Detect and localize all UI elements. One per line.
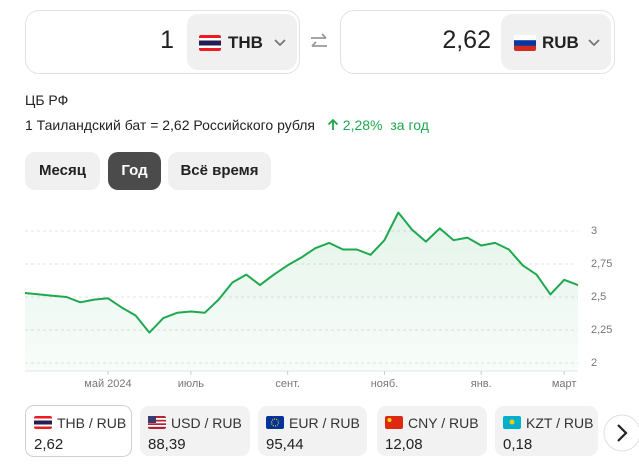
y-tick-label: 2 xyxy=(591,357,597,369)
area xyxy=(25,212,578,371)
pair-label: CNY / RUB xyxy=(408,415,479,431)
flag-th xyxy=(199,35,221,51)
pair-label: USD / RUB xyxy=(171,415,242,431)
chevron xyxy=(274,39,286,47)
pair-chip[interactable]: THB / RUB 2,62 xyxy=(25,405,132,457)
line xyxy=(24,211,579,334)
flag-us xyxy=(148,416,166,429)
from-amount[interactable]: 1 xyxy=(160,26,174,54)
change-percent: 2,28% xyxy=(342,117,383,133)
from-code: THB xyxy=(228,33,263,52)
to-code: RUB xyxy=(542,33,579,52)
period-button[interactable]: Всё время xyxy=(168,152,271,190)
pair-chip[interactable]: USD / RUB 88,39 xyxy=(140,406,250,456)
x-tick-label: июль xyxy=(178,378,205,390)
flag-kz xyxy=(503,416,521,429)
pair-value: 95,44 xyxy=(266,436,304,453)
y-tick-label: 2,5 xyxy=(591,291,606,303)
y-tick-label: 2,25 xyxy=(591,324,612,336)
y-tick-label: 3 xyxy=(591,225,597,237)
x-tick-label: янв. xyxy=(471,378,492,390)
pair-label: EUR / RUB xyxy=(289,415,360,431)
period-button[interactable]: Год xyxy=(108,152,161,190)
x-tick-label: нояб. xyxy=(371,378,399,390)
pair-chip[interactable]: CNY / RUB 12,08 xyxy=(377,406,487,456)
to-amount[interactable]: 2,62 xyxy=(442,26,491,54)
from-currency[interactable]: THB xyxy=(187,14,297,70)
rate-text: 1 Таиландский бат = 2,62 Российского руб… xyxy=(25,117,316,133)
rate-line: 1 Таиландский бат = 2,62 Российского руб… xyxy=(25,117,429,133)
from-box[interactable]: 1 THB xyxy=(25,10,300,74)
to-box[interactable]: 2,62 RUB xyxy=(340,10,615,74)
pair-chip[interactable]: KZT / RUB 0,18 xyxy=(495,406,598,456)
pair-value: 0,18 xyxy=(503,436,533,453)
flag-ru xyxy=(514,35,536,51)
pair-label: KZT / RUB xyxy=(526,415,594,431)
period-button[interactable]: Месяц xyxy=(25,152,100,190)
pair-label: THB / RUB xyxy=(57,415,127,431)
flag-th xyxy=(34,416,52,429)
next-button[interactable] xyxy=(602,413,639,453)
change-period: за год xyxy=(390,117,429,133)
chart: 2 2,25 2,5 2,75 3 май 2024 июль сент. нояб. янв. м… xyxy=(24,211,612,390)
pair-chip[interactable]: EUR / RUB 95,44 xyxy=(258,406,367,456)
x-tick-label: май 2024 xyxy=(84,378,131,390)
flag-cn xyxy=(385,416,403,429)
flag-eu xyxy=(266,416,284,429)
pair-value: 88,39 xyxy=(148,436,186,453)
chevron xyxy=(588,39,600,47)
pair-value: 12,08 xyxy=(385,436,423,453)
y-tick-label: 2,75 xyxy=(591,258,612,270)
pair-value: 2,62 xyxy=(34,436,64,453)
source: ЦБ РФ xyxy=(25,92,69,108)
up-arrow xyxy=(327,118,339,130)
swap-button[interactable] xyxy=(309,32,329,52)
to-currency[interactable]: RUB xyxy=(501,14,611,70)
x-tick-label: март xyxy=(552,378,577,390)
x-tick-label: сент. xyxy=(275,378,300,390)
